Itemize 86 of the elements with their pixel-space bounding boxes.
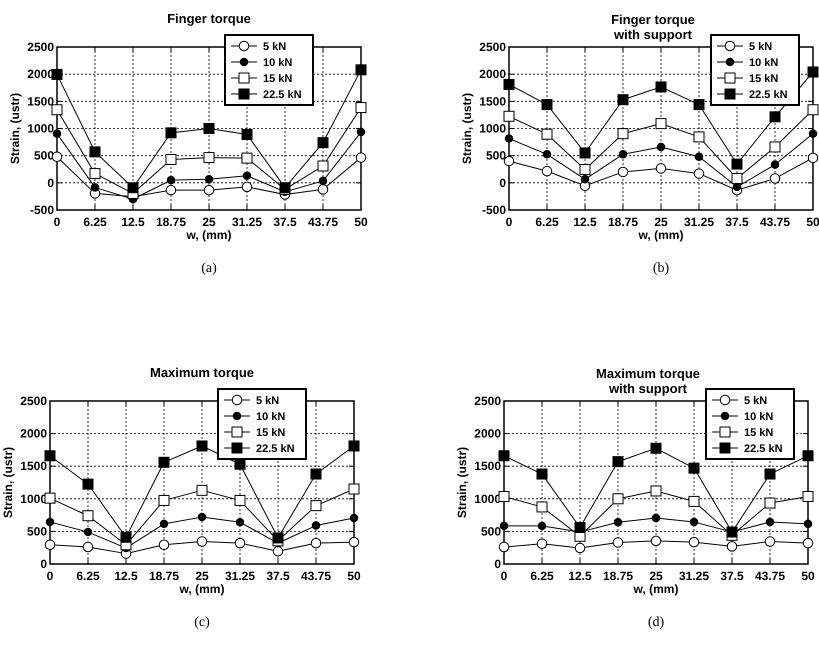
legend-label: 10 kN [263,57,292,69]
y-tick-label: 500 [26,524,48,538]
y-axis-title: Strain, (ustr) [460,92,474,164]
y-tick-label: 500 [480,524,502,538]
y-tick-label: 0 [47,176,54,190]
text: (c) [194,615,210,630]
chart-title: Maximum torque with support [596,366,700,396]
text: (b) [652,261,670,276]
x-tick-label: 50 [806,215,819,229]
x-tick-label: 12.5 [121,215,145,229]
x-tick-label: 6.25 [76,569,100,583]
y-tick-label: 0 [40,557,48,571]
y-tick-label: 2500 [474,394,502,408]
x-tick-label: 50 [354,215,368,229]
x-tick-label: 43.75 [760,215,790,229]
chart-title: Finger torque [167,11,251,26]
x-tick-label: 18.75 [602,569,634,583]
x-tick-label: 12.5 [573,215,597,229]
x-tick-label: 37.5 [273,215,297,229]
x-axis-title: w, (mm) [632,582,678,596]
x-tick-label: 43.75 [300,569,332,583]
legend-label: 10 kN [749,57,778,69]
y-tick-label: 1000 [479,122,506,136]
y-tick-label: 2000 [479,67,506,82]
legend-label: 22.5 kN [256,443,295,455]
legend-label: 15 kN [256,427,286,439]
legend-label: 5 kN [263,41,286,53]
y-axis-title: Strain, (ustr) [8,92,22,164]
x-tick-label: 12.5 [114,569,138,583]
y-tick-label: 2000 [20,426,48,441]
legend-label: 5 kN [256,395,280,407]
y-tick-label: 0 [499,176,506,190]
y-tick-label: 1000 [27,122,54,136]
x-tick-label: 12.5 [568,569,592,583]
x-tick-label: 18.75 [608,215,638,229]
y-tick-label: 1500 [27,94,54,108]
x-tick-label: 31.25 [678,569,710,583]
y-tick-label: 2500 [479,40,506,54]
x-tick-label: 37.5 [266,569,290,583]
x-tick-label: 6.25 [535,215,559,229]
x-axis-title: w, (mm) [638,228,684,242]
chart-title: Maximum torque [150,365,254,380]
legend-label: 22.5 kN [744,443,783,455]
x-tick-label: 43.75 [754,569,786,583]
x-tick-label: 37.5 [720,569,744,583]
x-tick-label: 25 [202,215,216,229]
y-axis-title: Strain, (ustr) [1,446,15,518]
x-tick-label: 6.25 [83,215,107,229]
legend-label: 15 kN [749,73,778,85]
legend-label: 5 kN [749,41,772,53]
x-tick-label: 37.5 [725,215,749,229]
x-tick-label: 6.25 [530,569,554,583]
x-tick-label: 25 [654,215,668,229]
text: (d) [648,615,664,630]
y-tick-label: -500 [482,203,506,217]
y-tick-label: 2500 [20,394,48,408]
x-tick-label: 25 [195,569,209,583]
text: (a) [201,261,218,276]
x-tick-label: 18.75 [148,569,180,583]
x-tick-label: 31.25 [224,569,256,583]
x-tick-label: 31.25 [232,215,262,229]
legend-label: 22.5 kN [749,89,788,101]
legend-label: 10 kN [256,411,286,423]
y-tick-label: 1500 [479,94,506,108]
y-tick-label: 1500 [20,459,48,474]
chart-title: Finger torque with support [611,12,695,42]
y-tick-label: 500 [486,148,506,163]
x-axis-title: w, (mm) [186,228,232,242]
x-tick-label: 43.75 [308,215,338,229]
x-tick-label: 18.75 [156,215,186,229]
y-tick-label: -500 [30,203,54,217]
legend-label: 10 kN [744,411,774,423]
x-axis-title: w, (mm) [178,582,224,596]
x-tick-label: 50 [801,569,815,583]
legend-label: 22.5 kN [263,89,302,101]
legend-label: 15 kN [263,73,292,85]
x-tick-label: 31.25 [684,215,714,229]
legend-label: 5 kN [744,395,768,407]
y-axis-title: Strain, (ustr) [455,446,469,518]
x-tick-label: 50 [347,569,361,583]
y-tick-label: 2500 [27,40,54,54]
x-tick-label: 25 [649,569,663,583]
y-tick-label: 2000 [474,426,502,441]
legend-label: 15 kN [744,427,774,439]
y-tick-label: 1500 [474,459,502,474]
y-tick-label: 0 [494,557,502,571]
